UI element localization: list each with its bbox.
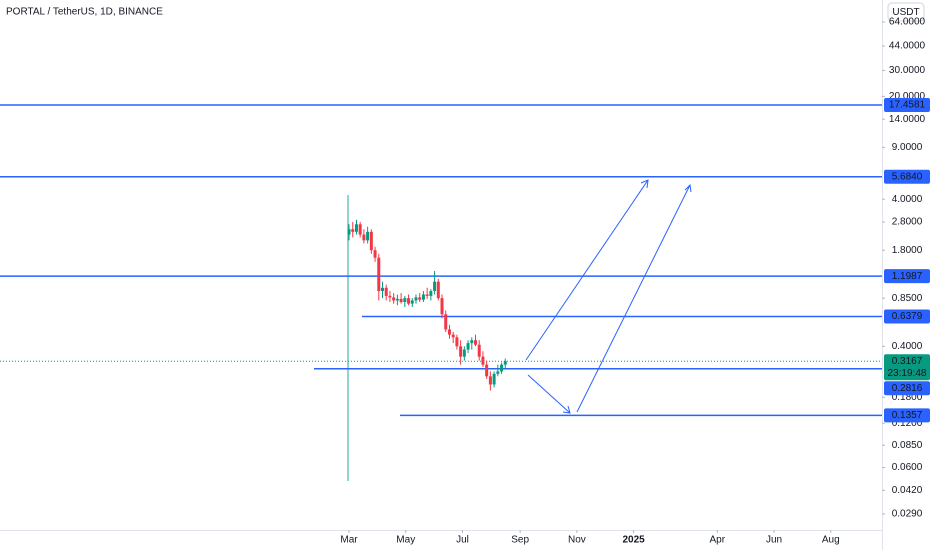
- candle-body: [395, 298, 399, 301]
- currency-box[interactable]: [887, 2, 925, 22]
- currency-label[interactable]: USDT: [892, 7, 919, 18]
- level-label: 1.1987: [892, 271, 923, 282]
- candle-body: [425, 294, 429, 296]
- candle-body: [354, 224, 358, 232]
- countdown-label: 23:19:48: [888, 368, 927, 379]
- candle-body: [403, 298, 407, 303]
- arrow-head: [640, 179, 649, 189]
- y-tick-label: 20.0000: [889, 91, 926, 102]
- arrow: [576, 184, 691, 413]
- y-tick-label: 0.8500: [892, 293, 923, 304]
- candle-body: [347, 229, 351, 235]
- level-label: 0.6379: [892, 311, 923, 322]
- y-tick-label: 44.0000: [889, 41, 926, 52]
- candle-body: [447, 329, 451, 335]
- candle-body: [421, 294, 425, 300]
- y-tick-label: 0.0600: [892, 462, 923, 473]
- last-price-label: 0.3167: [892, 356, 923, 367]
- level-label: 0.1357: [892, 410, 923, 421]
- level-box: [884, 98, 930, 113]
- candle-body: [477, 344, 481, 357]
- arrow: [525, 179, 649, 361]
- candle-body: [436, 281, 440, 299]
- x-tick-label: Nov: [568, 535, 586, 546]
- candle-body: [429, 291, 433, 296]
- candle-body: [474, 340, 478, 345]
- level-label: 5.6840: [892, 171, 923, 182]
- candle-body: [407, 298, 411, 304]
- arrow-head: [562, 405, 571, 414]
- y-tick-label: 1.8000: [892, 245, 923, 256]
- candle-body: [377, 257, 381, 292]
- arrows: [525, 179, 692, 414]
- y-tick-label: 30.0000: [889, 65, 926, 76]
- candle-body: [492, 373, 496, 385]
- x-tick-label: Mar: [340, 535, 358, 546]
- candle-body: [455, 337, 459, 347]
- candle-body: [366, 231, 370, 241]
- candle-body: [418, 297, 422, 300]
- candle-body: [362, 234, 366, 241]
- y-tick-label: 0.1800: [892, 392, 923, 403]
- arrow: [527, 374, 571, 414]
- y-tick-label: 0.0850: [892, 440, 923, 451]
- y-tick-label: 0.4000: [892, 341, 923, 352]
- y-tick-label: 64.0000: [889, 17, 926, 28]
- x-tick-label: Apr: [710, 535, 726, 546]
- candle-body: [414, 297, 418, 301]
- x-tick-label: Aug: [822, 535, 840, 546]
- x-tick-label: 2025: [622, 535, 645, 546]
- candle-body: [440, 298, 444, 315]
- last-price-box: [884, 354, 930, 381]
- candle-body: [381, 287, 385, 292]
- candle-body: [462, 349, 466, 357]
- y-tick-label: 4.0000: [892, 194, 923, 205]
- level-box: [884, 381, 930, 396]
- x-tick-label: Jul: [456, 535, 469, 546]
- candle-body: [384, 287, 388, 296]
- y-tick-label: 9.0000: [892, 142, 923, 153]
- chart-title: PORTAL / TetherUS, 1D, BINANCE: [6, 7, 163, 18]
- y-tick-label: 0.0290: [892, 509, 923, 520]
- candle-body: [451, 334, 455, 338]
- level-box: [884, 408, 930, 423]
- y-tick-label: 0.1200: [892, 418, 923, 429]
- candle-body: [399, 298, 403, 303]
- arrow-head: [684, 183, 692, 193]
- level-label: 17.4581: [889, 100, 926, 111]
- level-label: 0.2816: [892, 383, 923, 394]
- candle-body: [485, 364, 489, 377]
- level-box: [884, 169, 930, 184]
- candle-body: [369, 231, 373, 251]
- candle-body: [466, 343, 470, 350]
- level-box: [884, 269, 930, 284]
- candle-body: [470, 340, 474, 344]
- candle-body: [503, 361, 507, 365]
- candle-body: [358, 224, 362, 235]
- candle-body: [410, 300, 414, 304]
- y-tick-label: 2.8000: [892, 217, 923, 228]
- candle-body: [459, 346, 463, 357]
- candle-body: [496, 371, 500, 374]
- candle-body: [500, 364, 504, 372]
- candle-body: [488, 376, 492, 385]
- candle-body: [373, 250, 377, 258]
- candle-body: [351, 229, 355, 232]
- candle-body: [388, 295, 392, 298]
- candle-body: [444, 314, 448, 330]
- y-tick-label: 14.0000: [889, 114, 926, 125]
- candle-body: [392, 297, 396, 301]
- x-tick-label: May: [396, 535, 415, 546]
- level-box: [884, 309, 930, 324]
- candle-body: [481, 356, 485, 365]
- x-tick-label: Sep: [511, 535, 529, 546]
- x-tick-label: Jun: [766, 535, 782, 546]
- candle-body: [433, 281, 437, 292]
- y-tick-label: 0.0420: [892, 485, 923, 496]
